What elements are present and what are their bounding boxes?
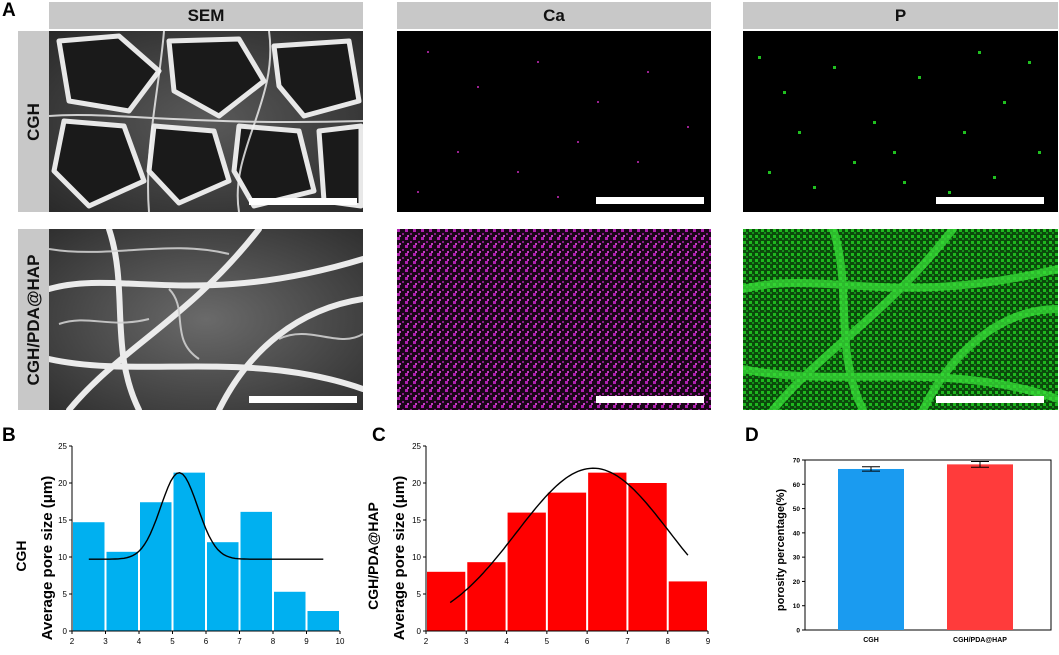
x-tick-label: 4 (137, 637, 142, 646)
panel-label-b: B (2, 425, 16, 446)
y-axis-title-cgh: CGH (13, 540, 29, 571)
x-tick-label: 4 (504, 637, 509, 646)
histogram-cgh: CGH Average pore size (μm) 2 3 4 5 6 7 8 9 10 0 5 1… (13, 442, 345, 646)
histogram-bar (173, 472, 205, 631)
y-tick-label: 50 (793, 506, 801, 513)
x-tick-label: 3 (103, 637, 108, 646)
y-tick-label: 5 (417, 590, 422, 599)
p-map-cgh-pda-hap (743, 229, 1058, 410)
y-tick-label: 40 (793, 530, 801, 537)
y-tick-label: 0 (417, 627, 422, 636)
y-axis-title-d: porosity percentage(%) (775, 489, 787, 612)
x-tick-label: 2 (424, 637, 429, 646)
histogram-bar (307, 611, 339, 631)
panel-label-a: A (2, 0, 16, 21)
histogram-bar (207, 542, 239, 631)
y-tick-label: 10 (793, 603, 801, 610)
x-tick-label: 7 (625, 637, 630, 646)
x-tick-label: 10 (336, 637, 345, 646)
porosity-bar (838, 468, 904, 630)
fit-curve (449, 467, 689, 604)
x-tick-label: 7 (237, 637, 242, 646)
plot-frame (804, 459, 1052, 631)
panel-label-c: C (372, 425, 386, 446)
x-tick-label: 6 (204, 637, 209, 646)
porosity-bar-chart: porosity percentage(%) CGH CGH/PDA@HAP 0 10… (775, 458, 1052, 644)
y-tick-label: 0 (796, 628, 800, 635)
y-tick-label: 70 (793, 458, 801, 465)
y-tick-label: 20 (793, 579, 801, 586)
y-tick-label: 25 (58, 442, 67, 451)
porosity-bar (947, 464, 1013, 630)
histogram-bar (140, 502, 172, 631)
x-tick-label: 9 (304, 637, 309, 646)
histogram-bar (106, 551, 138, 631)
y-axis-title-c: Average pore size (μm) (391, 476, 408, 641)
x-tick-label: 9 (706, 637, 711, 646)
x-tick-label: 3 (464, 637, 469, 646)
y-tick-label: 15 (412, 516, 421, 525)
y-axis-title-c-line1: CGH/PDA@HAP (365, 502, 381, 610)
y-tick-label: 25 (412, 442, 421, 451)
sem-image-cgh (49, 31, 363, 212)
histogram-bar (467, 562, 506, 631)
ca-map-cgh (397, 31, 711, 212)
histogram-bar (588, 472, 627, 631)
y-tick-label: 20 (58, 479, 67, 488)
ca-map-cgh-pda-hap (397, 229, 711, 410)
svg-text:CGH: CGH (13, 540, 29, 571)
histogram-bar (507, 512, 546, 631)
histogram-bar (668, 581, 707, 631)
fit-curve (88, 471, 324, 560)
y-axis-title-b: Average pore size (μm) (39, 476, 56, 641)
x-tick-label: CGH/PDA@HAP (953, 637, 1007, 644)
histogram-bar (73, 522, 105, 631)
histogram-cgh-pda-hap: CGH/PDA@HAP Average pore size (μm) 2 3 4 5 6… (365, 442, 711, 646)
histogram-bar (547, 492, 587, 631)
column-header-sem: SEM (49, 2, 363, 29)
x-tick-label: 8 (271, 637, 276, 646)
y-tick-label: 60 (793, 482, 801, 489)
y-tick-label: 20 (412, 479, 421, 488)
x-tick-label: 8 (665, 637, 670, 646)
panel-label-d: D (745, 425, 759, 446)
x-tick-label: CGH (863, 637, 879, 644)
row-header-cgh: CGH (18, 31, 49, 212)
row-header-cgh-pda-hap: CGH/PDA@HAP (18, 229, 49, 410)
y-tick-label: 15 (58, 516, 67, 525)
x-tick-label: 6 (585, 637, 590, 646)
histogram-bar (240, 511, 272, 631)
column-header-ca: Ca (397, 2, 711, 29)
histogram-bar (274, 591, 306, 631)
x-tick-label: 2 (70, 637, 75, 646)
y-tick-label: 10 (58, 553, 67, 562)
histogram-bar (427, 571, 466, 631)
histogram-bar (628, 483, 667, 631)
sem-image-cgh-pda-hap (49, 229, 363, 410)
p-map-cgh (743, 31, 1058, 212)
y-tick-label: 10 (412, 553, 421, 562)
y-tick-label: 5 (63, 590, 68, 599)
x-tick-label: 5 (545, 637, 550, 646)
y-tick-label: 0 (63, 627, 68, 636)
x-tick-label: 5 (170, 637, 175, 646)
column-header-p: P (743, 2, 1058, 29)
y-tick-label: 30 (793, 555, 801, 562)
